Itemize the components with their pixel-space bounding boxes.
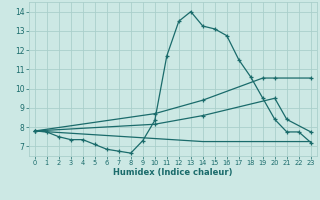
X-axis label: Humidex (Indice chaleur): Humidex (Indice chaleur): [113, 168, 233, 177]
